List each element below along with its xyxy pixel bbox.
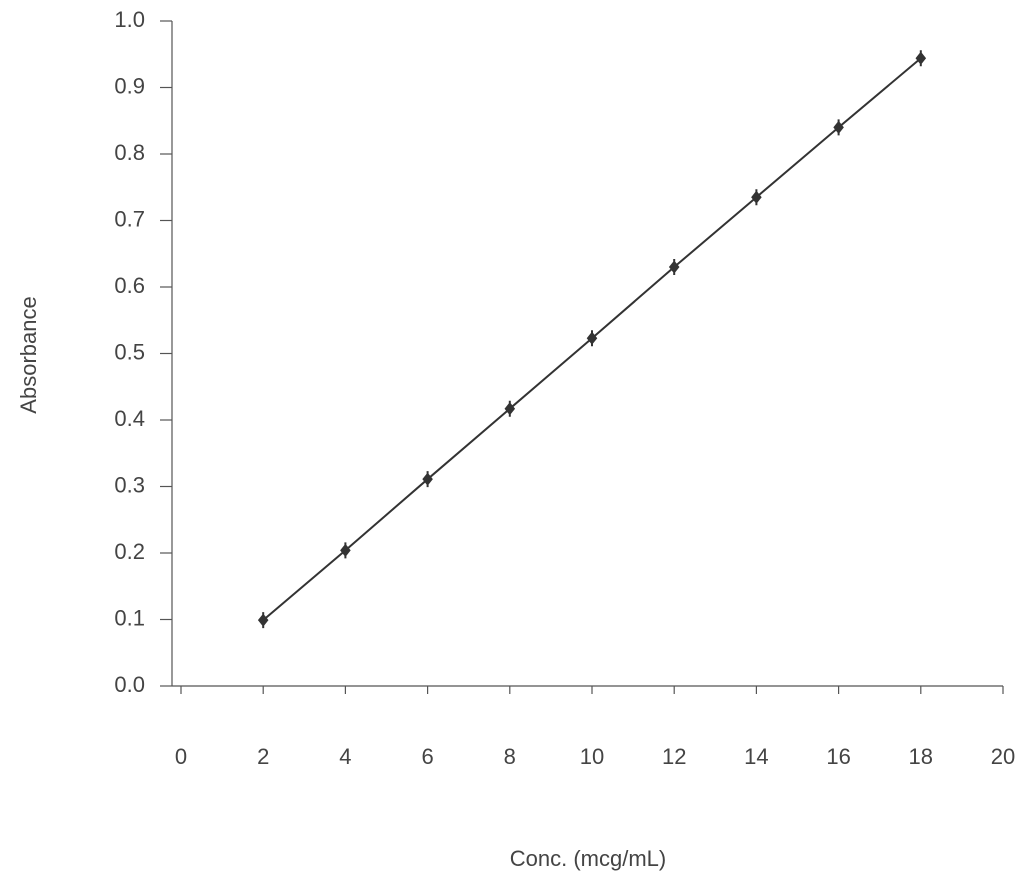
marker: [586, 330, 598, 347]
y-tick-label: 0.8: [114, 140, 145, 165]
y-tick-label: 0.7: [114, 206, 145, 231]
y-tick-label: 0.2: [114, 539, 145, 564]
marker: [833, 119, 844, 136]
marker: [751, 189, 762, 206]
y-tick-label: 0.0: [114, 672, 145, 697]
y-tick-label: 1.0: [114, 7, 145, 32]
x-tick-label: 14: [744, 744, 768, 769]
y-tick-label: 0.6: [114, 273, 145, 298]
x-axis-label: Conc. (mcg/mL): [510, 846, 666, 871]
y-tick-label: 0.9: [114, 73, 145, 98]
x-tick-label: 18: [909, 744, 933, 769]
marker: [915, 50, 927, 67]
y-tick-label: 0.3: [114, 472, 145, 497]
marker: [504, 400, 516, 417]
marker: [257, 612, 269, 629]
y-tick-label: 0.4: [114, 406, 145, 431]
x-tick-label: 0: [175, 744, 187, 769]
x-tick-label: 20: [991, 744, 1015, 769]
x-tick-label: 16: [826, 744, 850, 769]
marker: [422, 471, 433, 488]
x-tick-label: 8: [504, 744, 516, 769]
x-tick-label: 2: [257, 744, 269, 769]
x-tick-label: 4: [339, 744, 351, 769]
x-tick-label: 12: [662, 744, 686, 769]
x-tick-label: 6: [421, 744, 433, 769]
marker: [668, 259, 680, 276]
y-axis-label: Absorbance: [16, 296, 41, 413]
marker: [340, 542, 351, 559]
y-tick-label: 0.1: [114, 605, 145, 630]
x-tick-label: 10: [580, 744, 604, 769]
y-tick-label: 0.5: [114, 339, 145, 364]
